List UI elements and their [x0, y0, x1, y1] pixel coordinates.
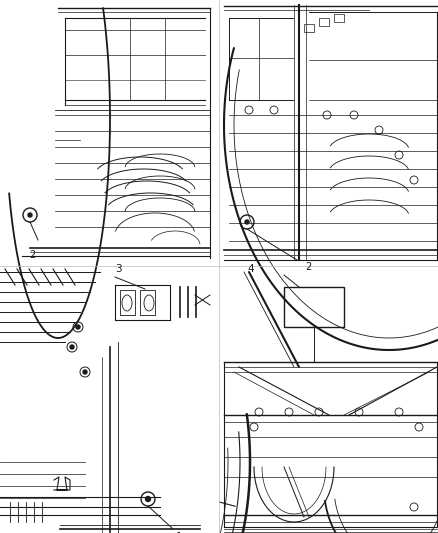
Bar	[140, 290, 155, 315]
Circle shape	[70, 345, 74, 349]
Text: 2: 2	[29, 250, 35, 260]
Bar	[120, 290, 135, 315]
Bar	[284, 287, 344, 327]
Circle shape	[28, 213, 32, 217]
Circle shape	[245, 220, 249, 224]
Bar	[304, 24, 314, 32]
Bar	[319, 18, 329, 26]
Circle shape	[76, 325, 80, 329]
Text: 1: 1	[176, 532, 183, 533]
Text: 2: 2	[305, 262, 311, 272]
Text: 4: 4	[247, 264, 254, 274]
Circle shape	[145, 497, 151, 502]
Bar	[334, 14, 344, 22]
Text: 3: 3	[115, 264, 122, 274]
Circle shape	[83, 370, 87, 374]
